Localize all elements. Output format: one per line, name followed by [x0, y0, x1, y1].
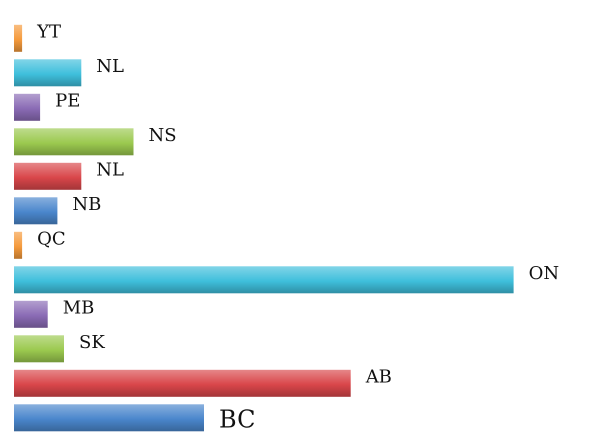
bar-label-pe-2: PE — [55, 90, 80, 111]
bar-mb-8 — [14, 300, 48, 328]
bars-group — [14, 24, 514, 432]
bar-label-nb-5: NB — [72, 194, 101, 215]
labels-group: YT NL PE NS NL NB QC ON MB SK AB BC — [36, 21, 559, 433]
bar-label-nl-1: NL — [96, 56, 124, 77]
bar-on-7 — [14, 266, 514, 294]
bar-label-qc-6: QC — [37, 228, 66, 249]
bar-yt-0 — [14, 24, 23, 52]
bar-label-bc-11: BC — [219, 405, 255, 433]
bar-sk-9 — [14, 335, 64, 363]
bar-bc-11 — [14, 404, 204, 432]
bar-label-mb-8: MB — [63, 297, 95, 318]
bar-pe-2 — [14, 93, 41, 121]
bar-nb-5 — [14, 197, 58, 225]
bar-label-ab-10: AB — [365, 366, 392, 387]
bar-label-nl-4: NL — [96, 159, 124, 180]
bar-label-yt-0: YT — [36, 21, 61, 42]
bar-ab-10 — [14, 369, 351, 397]
bar-ns-3 — [14, 128, 134, 156]
bar-qc-6 — [14, 231, 23, 259]
bar-label-sk-9: SK — [79, 332, 105, 353]
bar-nl-4 — [14, 162, 82, 190]
bar-label-on-7: ON — [529, 263, 560, 284]
bar-nl-1 — [14, 59, 82, 87]
bar-label-ns-3: NS — [149, 125, 177, 146]
